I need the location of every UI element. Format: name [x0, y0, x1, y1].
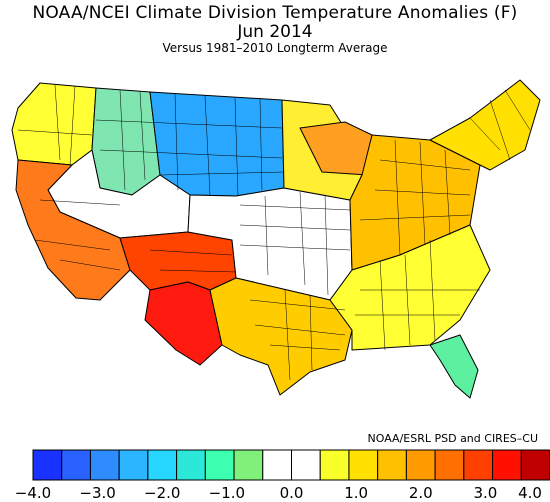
legend-swatch	[176, 449, 206, 481]
legend-tick-label: 4.0	[518, 484, 542, 502]
legend-tick-label: −1.0	[208, 484, 246, 502]
legend-swatch	[32, 449, 63, 481]
region-northern-rockies	[91, 87, 161, 196]
source-credit: NOAA/ESRL PSD and CIRES–CU	[367, 432, 538, 445]
legend-swatch	[61, 449, 91, 481]
region-pacific-northwest	[11, 82, 97, 166]
division-lines	[17, 84, 531, 381]
legend-swatch	[291, 449, 321, 481]
map-subtitle: Jun 2014	[237, 22, 313, 42]
legend-swatch	[147, 449, 178, 481]
legend-swatch	[405, 449, 436, 481]
region-new-mexico	[144, 281, 223, 366]
baseline-note: Versus 1981–2010 Longterm Average	[162, 41, 388, 55]
region-southwest	[119, 231, 237, 291]
region-northern-plains	[149, 91, 285, 197]
legend-tick-label: 1.0	[344, 484, 369, 502]
legend-swatch	[118, 449, 149, 481]
legend-swatch	[434, 449, 465, 481]
legend-swatch	[492, 449, 522, 481]
legend-swatch	[89, 449, 120, 481]
legend-tick-label: −3.0	[79, 484, 116, 502]
legend-tick-label: 0.0	[279, 484, 304, 502]
legend-swatch	[520, 449, 550, 481]
region-southeast	[329, 224, 491, 351]
legend-swatch	[204, 449, 235, 481]
legend-swatch	[348, 449, 379, 481]
legend-swatch	[319, 449, 350, 481]
legend-tick-label: 2.0	[408, 484, 433, 502]
map-title: NOAA/NCEI Climate Division Temperature A…	[32, 3, 518, 23]
legend-swatch	[233, 449, 264, 481]
legend-tick-label: −4.0	[14, 484, 52, 502]
color-legend	[32, 449, 550, 481]
legend-tick-label: −2.0	[144, 484, 181, 502]
legend-swatch	[463, 449, 494, 481]
legend-swatch	[377, 449, 407, 481]
legend-tick-label: 3.0	[473, 484, 498, 502]
region-florida	[429, 334, 479, 399]
region-northeast	[429, 79, 541, 171]
region-california	[15, 159, 131, 301]
legend-swatch	[262, 449, 292, 481]
